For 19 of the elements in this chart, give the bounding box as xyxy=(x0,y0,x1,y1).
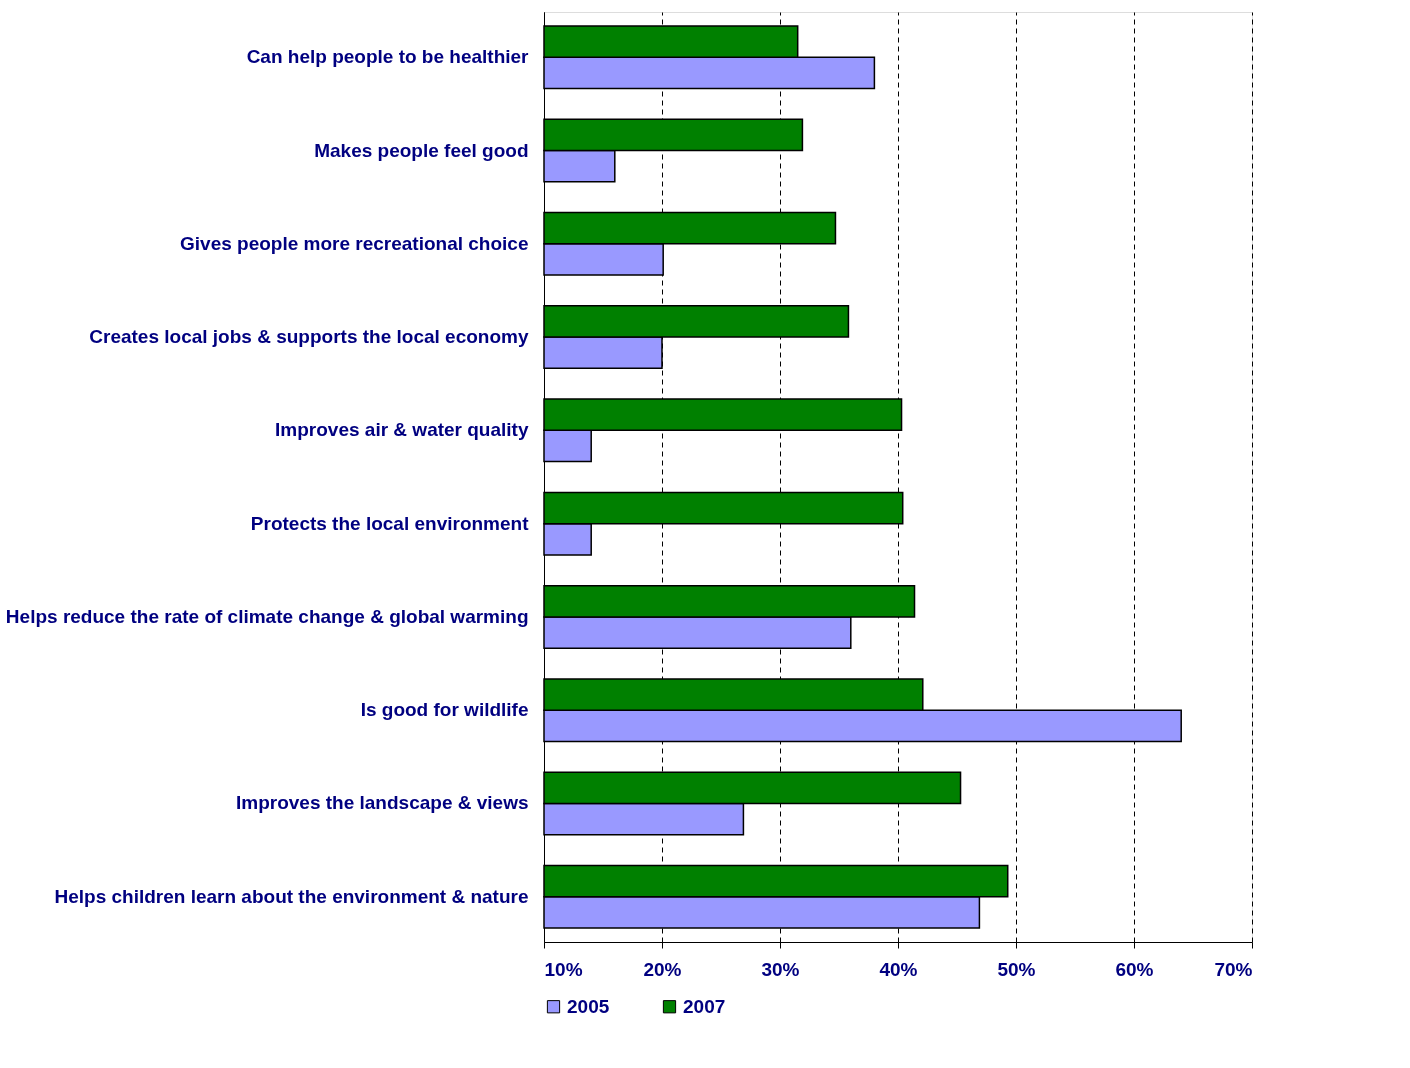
x-tick-label: 20% xyxy=(643,958,682,980)
x-tick-label: 60% xyxy=(1115,958,1154,980)
y-tick-label: Is good for wildlife xyxy=(360,699,529,721)
y-tick-label: Improves air & water quality xyxy=(275,419,529,441)
legend-label: 2007 xyxy=(683,995,726,1017)
y-tick-label: Helps reduce the rate of climate change & global warming xyxy=(5,605,529,627)
y-tick-label: Helps children learn about the environment & nature xyxy=(54,885,529,907)
y-tick-label: Improves the landscape & views xyxy=(235,792,529,814)
y-tick-label: Can help people to be healthier xyxy=(246,46,530,68)
x-tick-label: 10% xyxy=(544,958,583,980)
y-tick-label: Makes people feel good xyxy=(314,139,529,161)
y-tick-label: Protects the local environment xyxy=(250,512,530,534)
x-tick-label: 50% xyxy=(997,958,1036,980)
y-tick-label: Gives people more recreational choice xyxy=(180,232,529,254)
x-tick-label: 40% xyxy=(879,958,918,980)
y-tick-label: Creates local jobs & supports the local economy xyxy=(89,326,529,348)
legend-label: 2005 xyxy=(567,995,610,1017)
x-tick-label: 30% xyxy=(761,958,800,980)
x-tick-label: 70% xyxy=(1214,958,1253,980)
